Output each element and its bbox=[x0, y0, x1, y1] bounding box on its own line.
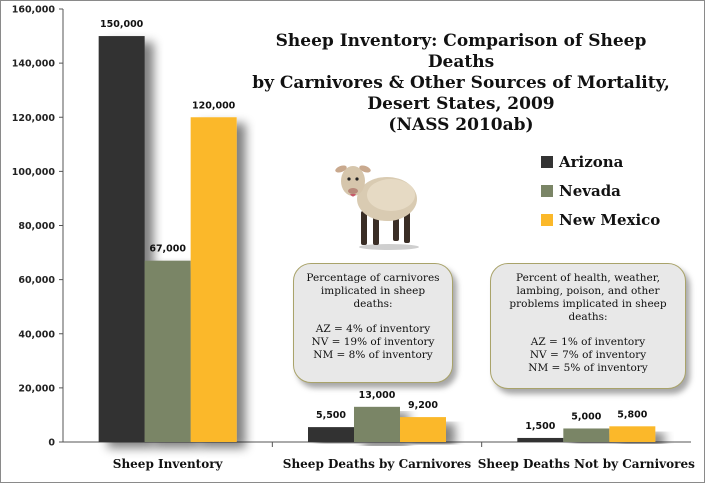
bar-nevada bbox=[563, 428, 610, 442]
legend: Arizona Nevada New Mexico bbox=[541, 147, 660, 234]
y-tick-label: 80,000 bbox=[18, 221, 55, 232]
legend-swatch bbox=[541, 213, 553, 226]
y-axis: 0 20,000 40,000 60,000 80,000 100,000 120,000 1… bbox=[12, 5, 64, 449]
bar-arizona bbox=[517, 437, 564, 442]
bar-data-label: 9,200 bbox=[408, 400, 438, 411]
x-tick-label: Sheep Inventory bbox=[113, 457, 224, 471]
chart-title-line: (NASS 2010ab) bbox=[388, 115, 534, 135]
x-tick-label: Sheep Deaths by Carnivores bbox=[283, 457, 472, 471]
chart-title-line: Desert States, 2009 bbox=[367, 94, 555, 114]
bar-nevada bbox=[144, 260, 191, 442]
callout-line: NM = 8% of inventory bbox=[313, 349, 433, 361]
legend-label: Nevada bbox=[559, 181, 621, 200]
legend-item-nevada: Nevada bbox=[541, 176, 660, 205]
chart-title: Sheep Inventory: Comparison of Sheep Dea… bbox=[241, 31, 681, 136]
bar-data-label: 120,000 bbox=[192, 100, 236, 111]
y-tick-label: 160,000 bbox=[12, 5, 56, 16]
bar-data-labels: 150,000 67,000 120,000 5,500 13,000 9,200 1,50… bbox=[100, 19, 648, 432]
legend-item-arizona: Arizona bbox=[541, 147, 660, 176]
bars bbox=[98, 36, 656, 442]
bar-arizona bbox=[308, 427, 354, 442]
bar-data-label: 150,000 bbox=[100, 19, 144, 30]
bar-data-label: 5,800 bbox=[617, 409, 647, 420]
y-tick-label: 60,000 bbox=[18, 275, 55, 286]
chart-title-line: by Carnivores & Other Sources of Mortali… bbox=[252, 73, 670, 93]
bar-new-mexico bbox=[400, 417, 446, 442]
y-tick-label: 140,000 bbox=[12, 59, 56, 70]
bar-data-label: 67,000 bbox=[149, 244, 186, 255]
bar-data-label: 13,000 bbox=[359, 390, 396, 401]
bar-new-mexico bbox=[609, 426, 656, 442]
callout-heading: Percent of health, weather, lambing, poi… bbox=[509, 272, 667, 323]
y-tick-label: 100,000 bbox=[12, 167, 56, 178]
callout-line: AZ = 4% of inventory bbox=[315, 323, 431, 335]
chart-title-line: Sheep Inventory: Comparison of Sheep Dea… bbox=[275, 31, 647, 72]
callout-line: NV = 7% of inventory bbox=[529, 349, 647, 361]
bar-data-label: 5,500 bbox=[316, 410, 346, 421]
legend-label: New Mexico bbox=[559, 210, 661, 229]
y-tick-label: 40,000 bbox=[18, 329, 55, 340]
callout-line: NV = 19% of inventory bbox=[311, 336, 435, 348]
legend-swatch bbox=[541, 184, 553, 197]
callout-line: NM = 5% of inventory bbox=[528, 362, 648, 374]
y-tick-label: 20,000 bbox=[18, 383, 55, 394]
legend-label: Arizona bbox=[559, 152, 624, 171]
sheep-icon bbox=[335, 165, 419, 250]
bar-data-label: 1,500 bbox=[525, 421, 555, 432]
bar-nevada bbox=[354, 406, 400, 442]
x-axis: Sheep Inventory Sheep Deaths by Carnivore… bbox=[63, 441, 695, 471]
y-tick-label: 120,000 bbox=[12, 113, 56, 124]
callout-other-mortality-percentages: Percent of health, weather, lambing, poi… bbox=[490, 263, 686, 389]
legend-item-new-mexico: New Mexico bbox=[541, 205, 660, 234]
bar-data-label: 5,000 bbox=[571, 411, 601, 422]
bar-new-mexico bbox=[190, 117, 237, 442]
callout-line: AZ = 1% of inventory bbox=[530, 336, 646, 348]
callout-carnivore-percentages: Percentage of carnivores implicated in s… bbox=[293, 263, 453, 383]
x-tick-label: Sheep Deaths Not by Carnivores bbox=[478, 457, 695, 471]
legend-swatch bbox=[541, 155, 553, 168]
y-tick-label: 0 bbox=[48, 438, 55, 449]
bar-arizona bbox=[98, 36, 145, 442]
callout-heading: Percentage of carnivores implicated in s… bbox=[306, 272, 440, 310]
